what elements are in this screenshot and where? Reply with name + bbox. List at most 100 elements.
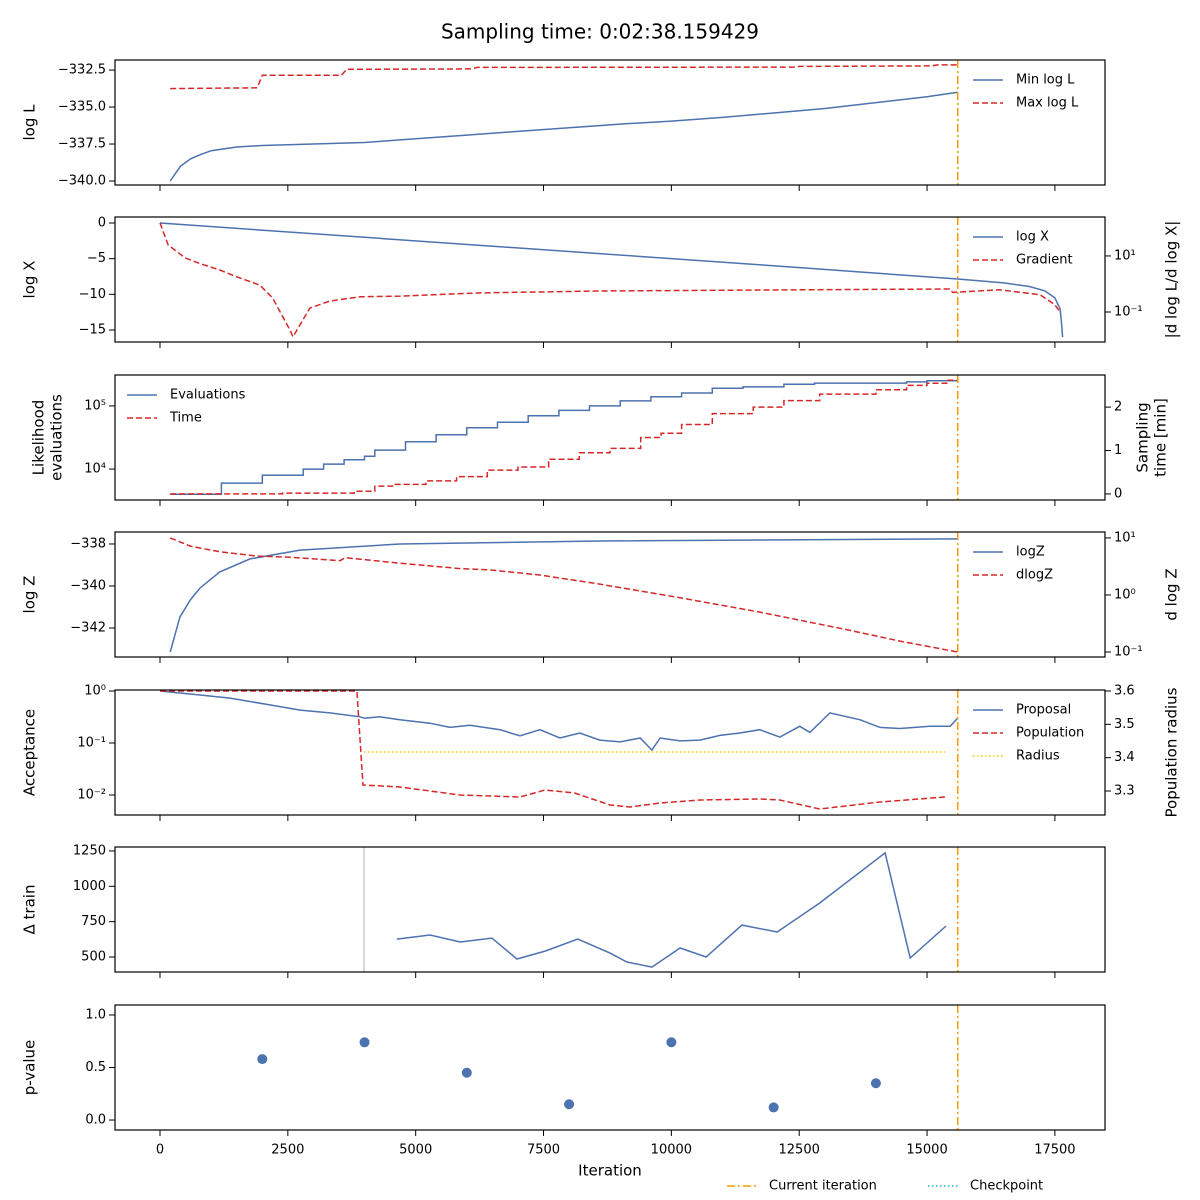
plot-frame	[114, 1004, 1106, 1131]
series-line	[170, 380, 958, 495]
y-tick-label: 0	[98, 215, 106, 230]
plot-frame	[114, 689, 1106, 816]
legend-label: logZ	[1016, 545, 1045, 560]
x-tick-label: 10000	[651, 1143, 692, 1158]
y-tick-label: 10⁻²	[77, 787, 106, 802]
series-line	[169, 537, 958, 653]
series-line	[159, 222, 1061, 339]
y-tick-label: 1000	[73, 879, 106, 894]
point	[461, 1067, 472, 1078]
figure-title: Sampling time: 0:02:38.159429	[441, 20, 759, 44]
y-axis-label: log L	[21, 104, 39, 141]
legend-label: Time	[169, 411, 202, 426]
plot-area	[159, 217, 1064, 342]
y-tick-label: −5	[87, 251, 106, 266]
y-tick-label: 1250	[73, 843, 106, 858]
legend-label: Population	[1016, 726, 1084, 741]
y2-tick-label: 2	[1114, 400, 1122, 415]
y-tick-label: −340.0	[58, 174, 106, 189]
legend-label: Min log L	[1016, 73, 1075, 88]
plot-frame	[114, 531, 1106, 658]
plot-area	[169, 60, 959, 185]
y-axis-label: Likelihood	[30, 400, 48, 476]
x-tick-label: 15000	[906, 1143, 947, 1158]
plot-area	[257, 1005, 959, 1130]
y2-axis-label: Sampling	[1134, 402, 1152, 472]
point	[564, 1099, 575, 1110]
y-tick-label: 10⁰	[84, 684, 106, 699]
y-tick-label: 750	[81, 914, 106, 929]
x-tick-label: 2500	[271, 1143, 304, 1158]
plot-area	[363, 847, 959, 972]
legend-label: Radius	[1016, 749, 1060, 764]
y2-tick-label: 1	[1114, 443, 1122, 458]
x-tick-label: 5000	[399, 1143, 432, 1158]
legend-label: dlogZ	[1016, 568, 1053, 583]
y-axis-label: log Z	[21, 576, 39, 614]
y-tick-label: −332.5	[58, 63, 106, 78]
series-line	[169, 91, 958, 182]
y2-axis-label: d log Z	[1163, 568, 1181, 620]
y-axis-label: Acceptance	[21, 709, 39, 796]
y-axis-label: p-value	[21, 1040, 39, 1096]
legend-label: Max log L	[1016, 96, 1079, 111]
legend-label: Gradient	[1016, 253, 1073, 268]
y-tick-label: 500	[81, 950, 106, 965]
y2-tick-label: 3.3	[1114, 784, 1135, 799]
y-tick-label: 0.5	[85, 1060, 106, 1075]
legend-label: Proposal	[1016, 703, 1071, 718]
series-line	[169, 538, 958, 653]
y-tick-label: −342	[70, 621, 106, 636]
y-tick-label: 10⁴	[84, 462, 106, 477]
series-line	[170, 64, 958, 90]
x-tick-label: 7500	[527, 1143, 560, 1158]
legend-label: Checkpoint	[970, 1179, 1043, 1194]
x-tick-label: 0	[156, 1143, 164, 1158]
legend-label: Current iteration	[769, 1179, 877, 1194]
x-axis-label: Iteration	[578, 1162, 642, 1180]
point	[359, 1037, 370, 1048]
y-tick-label: −338	[70, 536, 106, 551]
series-line	[159, 222, 1064, 338]
y2-tick-label: 10¹	[1114, 248, 1136, 263]
x-tick-label: 12500	[779, 1143, 820, 1158]
y2-axis-label: |d log L/d log X|	[1163, 221, 1181, 339]
point	[257, 1054, 268, 1065]
y2-tick-label: 10⁰	[1114, 587, 1136, 602]
y-tick-label: 10⁵	[84, 398, 106, 413]
plot-area	[159, 690, 959, 815]
y2-tick-label: 3.4	[1114, 750, 1135, 765]
plot-area	[170, 375, 959, 500]
series-line	[170, 379, 958, 495]
y2-tick-label: 10⁻¹	[1114, 644, 1143, 659]
y-axis-label: log X	[21, 261, 39, 299]
series-line	[396, 851, 947, 968]
point	[666, 1037, 677, 1048]
point	[768, 1102, 779, 1113]
plot-frame	[114, 374, 1106, 501]
y-axis-label: Δ train	[21, 885, 39, 935]
y2-tick-label: 10⁻¹	[1114, 304, 1143, 319]
series-line	[160, 690, 945, 810]
series-line	[159, 690, 959, 752]
legend-label: Evaluations	[170, 388, 246, 403]
plot-frame	[114, 59, 1106, 186]
y-tick-label: −337.5	[58, 137, 106, 152]
y-tick-label: −335.0	[58, 100, 106, 115]
y-tick-label: 1.0	[85, 1007, 106, 1022]
plot-frame	[114, 216, 1106, 343]
y-tick-label: −15	[79, 323, 106, 338]
legend-label: log X	[1016, 230, 1049, 245]
plot-area	[169, 532, 959, 657]
y-tick-label: 10⁻¹	[77, 736, 106, 751]
point	[870, 1078, 881, 1089]
y-axis-label: evaluations	[48, 394, 66, 481]
y-tick-label: −10	[79, 287, 106, 302]
y-tick-label: 0.0	[85, 1113, 106, 1128]
plot-frame	[114, 846, 1106, 973]
y2-tick-label: 0	[1114, 486, 1122, 501]
y-tick-label: −340	[70, 578, 106, 593]
x-tick-label: 17500	[1034, 1143, 1075, 1158]
y2-tick-label: 3.6	[1114, 684, 1135, 699]
